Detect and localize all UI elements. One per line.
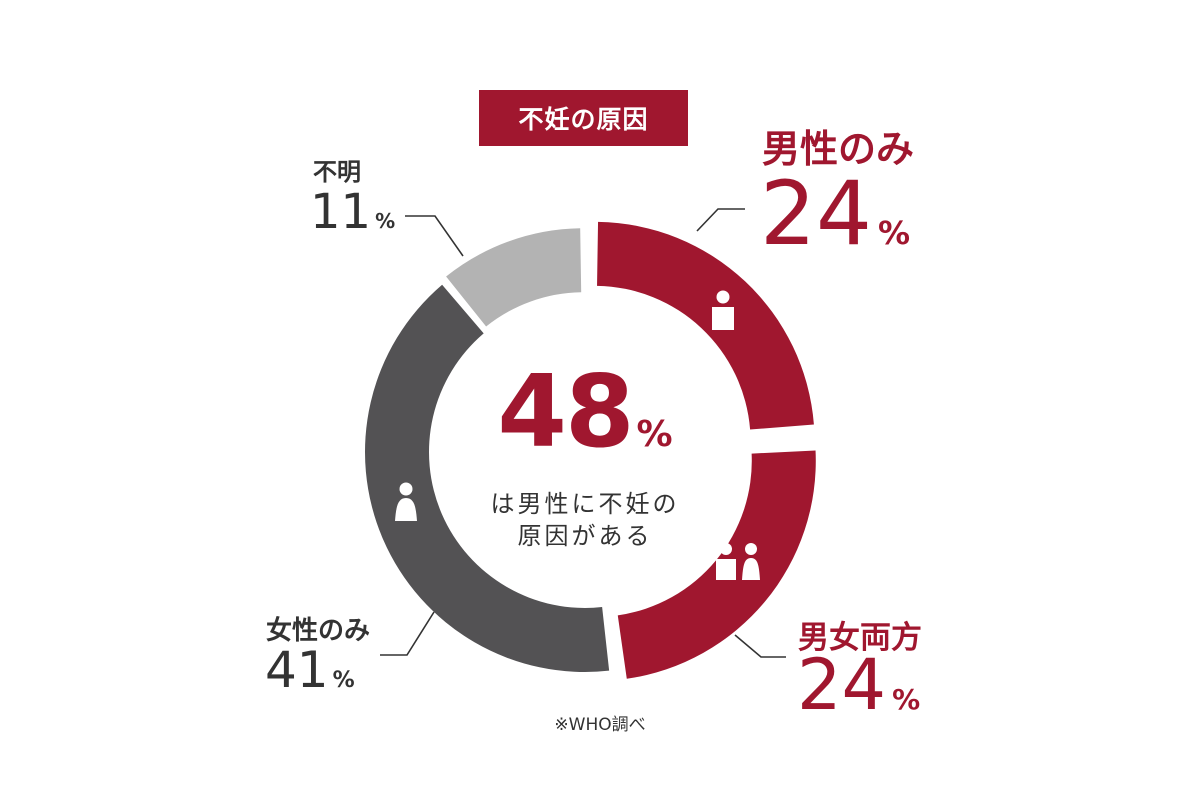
center-caption-line2: 原因がある (517, 522, 653, 550)
female-person-icon (395, 482, 417, 521)
leader-line-male-only (696, 208, 745, 232)
leader-line-unknown (405, 215, 464, 257)
leader-line-both (734, 634, 786, 658)
center-percent-unit: % (636, 414, 673, 455)
center-percent: 48% (470, 362, 700, 462)
male-only-percent-unit: % (877, 214, 911, 252)
donut-slice-unknown (446, 228, 582, 327)
label-both-name: 男女両方 (798, 620, 922, 656)
label-unknown-name: 不明 (313, 158, 361, 186)
donut-slice-male-only (597, 221, 814, 430)
both-percent-unit: % (892, 683, 921, 716)
label-female-only-value: 41% (265, 645, 355, 695)
both-percent: 24 (797, 644, 887, 726)
unknown-percent-unit: % (375, 209, 396, 233)
female-only-percent: 41 (265, 641, 329, 699)
donut-slice-female-only (365, 284, 610, 672)
male-only-percent: 24 (760, 162, 872, 265)
source-note: ※WHO調べ (554, 715, 646, 735)
label-male-only-name: 男性のみ (762, 127, 915, 171)
couple-icon (716, 543, 760, 580)
chart-title: 不妊の原因 (479, 90, 688, 146)
label-male-only-value: 24% (760, 170, 910, 258)
center-caption-line1: は男性に不妊の (490, 490, 680, 518)
label-unknown-value: 11% (310, 188, 395, 236)
center-percent-value: 48 (497, 353, 634, 470)
label-both-value: 24% (797, 650, 920, 720)
label-female-only-name: 女性のみ (266, 616, 371, 646)
female-only-percent-unit: % (332, 668, 355, 693)
male-person-icon (712, 290, 734, 330)
unknown-percent: 11 (310, 184, 372, 240)
leader-line-female-only (380, 611, 435, 656)
